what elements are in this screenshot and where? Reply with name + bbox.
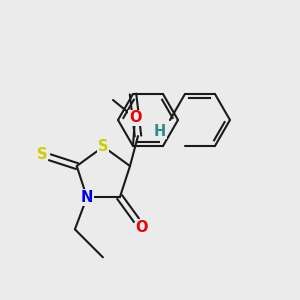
Text: N: N (81, 190, 93, 205)
Text: S: S (37, 147, 48, 162)
Text: H: H (154, 124, 166, 139)
Text: S: S (98, 139, 109, 154)
Text: O: O (135, 220, 148, 235)
Text: O: O (129, 110, 141, 125)
